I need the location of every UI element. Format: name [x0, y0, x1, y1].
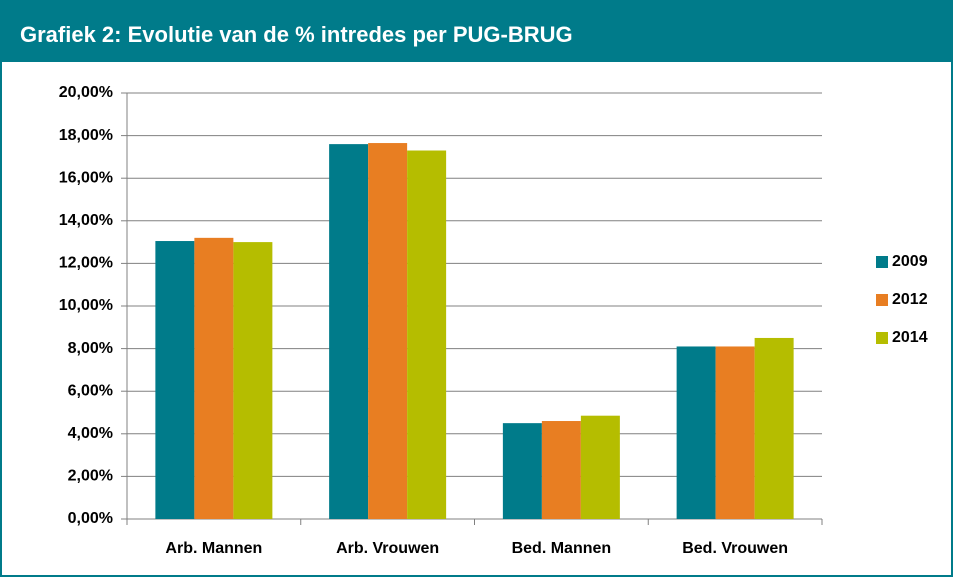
- bar: [194, 237, 234, 519]
- bar: [715, 346, 755, 519]
- legend-swatch: [876, 256, 888, 268]
- bar: [541, 421, 581, 519]
- legend-label: 2014: [892, 329, 928, 346]
- x-tick-label: Arb. Vrouwen: [336, 540, 439, 557]
- bar: [754, 337, 794, 519]
- legend-label: 2009: [892, 253, 928, 270]
- bar: [676, 346, 716, 519]
- y-tick-label: 18,00%: [59, 127, 113, 144]
- y-tick-label: 6,00%: [68, 382, 113, 399]
- y-tick-label: 0,00%: [68, 510, 113, 527]
- y-tick-label: 14,00%: [59, 212, 113, 229]
- bar: [502, 423, 542, 519]
- header-bar: [0, 0, 953, 62]
- bar: [155, 241, 195, 519]
- x-tick-label: Arb. Mannen: [165, 540, 262, 557]
- y-tick-label: 4,00%: [68, 425, 113, 442]
- bar: [329, 144, 369, 519]
- bar: [580, 415, 620, 519]
- legend-swatch: [876, 332, 888, 344]
- y-tick-label: 10,00%: [59, 297, 113, 314]
- legend-swatch: [876, 294, 888, 306]
- y-tick-label: 8,00%: [68, 340, 113, 357]
- bar: [368, 143, 408, 519]
- bar: [233, 242, 273, 519]
- y-tick-label: 16,00%: [59, 169, 113, 186]
- x-tick-label: Bed. Vrouwen: [682, 540, 788, 557]
- y-tick-label: 20,00%: [59, 84, 113, 101]
- bar: [407, 150, 447, 519]
- legend-label: 2012: [892, 291, 928, 308]
- x-tick-label: Bed. Mannen: [512, 540, 612, 557]
- chart-title: Grafiek 2: Evolutie van de % intredes pe…: [20, 22, 573, 47]
- y-tick-label: 2,00%: [68, 468, 113, 485]
- y-tick-label: 12,00%: [59, 255, 113, 272]
